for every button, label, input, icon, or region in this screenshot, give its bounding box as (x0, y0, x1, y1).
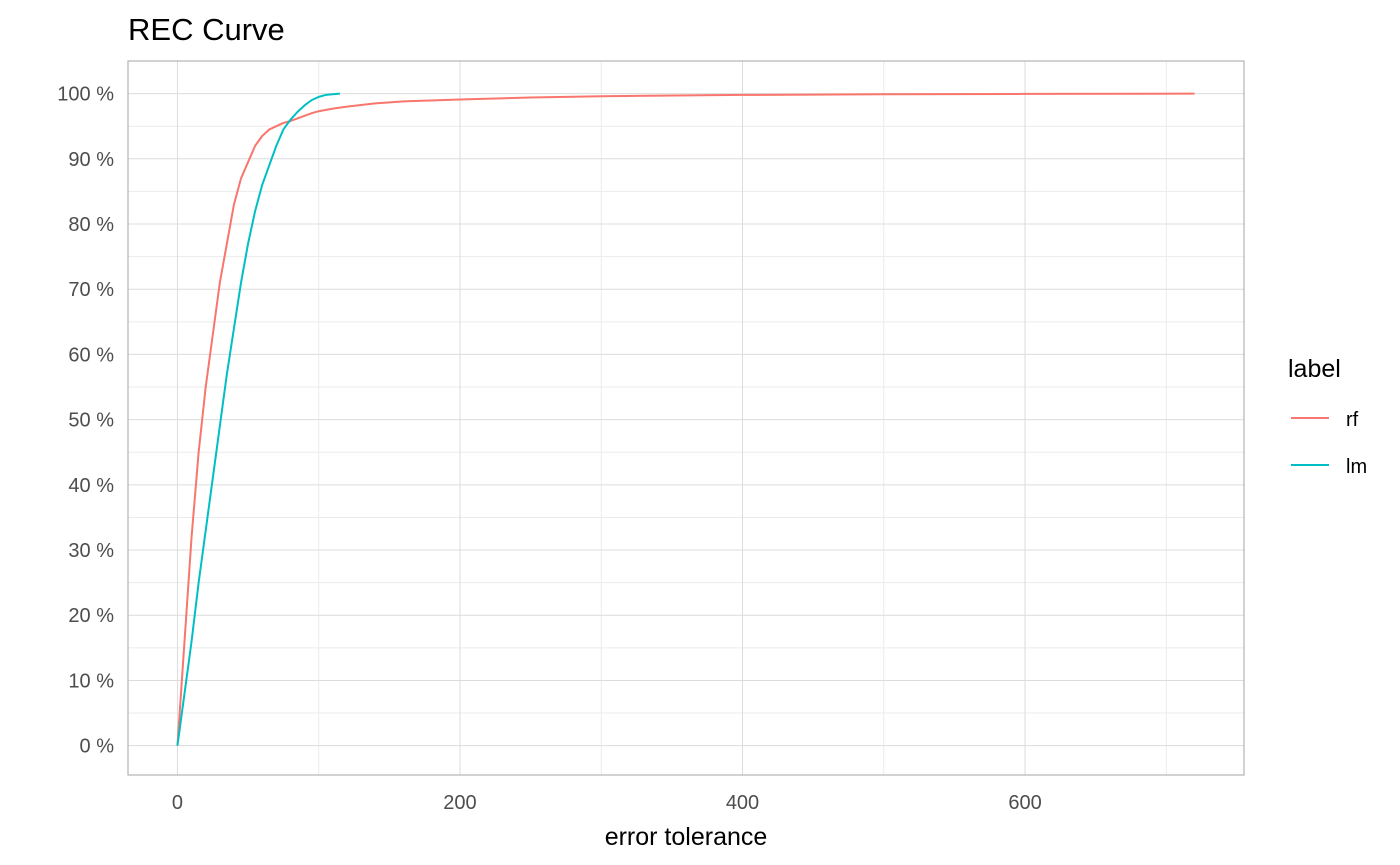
y-tick-label: 30 % (68, 540, 114, 562)
series-line-lm (176, 92, 340, 746)
y-tick-label: 40 % (68, 475, 114, 497)
y-tick-label: 90 % (68, 149, 114, 171)
y-tick-label: 50 % (68, 410, 114, 432)
y-tick-label: 0 % (80, 736, 115, 758)
legend-label-rf: rf (1346, 409, 1359, 431)
panel-border (127, 60, 1245, 776)
x-tick-label: 200 (443, 792, 476, 814)
y-tick-label: 80 % (68, 214, 114, 236)
chart-title: REC Curve (128, 12, 285, 47)
x-axis-tick-labels: 0 200 400 600 (172, 792, 1042, 814)
legend-items: rf lm (1291, 409, 1367, 478)
y-tick-label: 20 % (68, 605, 114, 627)
series-lines (176, 92, 1195, 746)
x-tick-label: 0 (172, 792, 183, 814)
minor-gridlines (128, 61, 1244, 775)
legend: label rf lm (1288, 355, 1367, 478)
y-tick-label: 100 % (57, 84, 114, 106)
y-tick-label: 60 % (68, 344, 114, 366)
x-tick-label: 400 (726, 792, 759, 814)
legend-label-lm: lm (1346, 456, 1367, 478)
x-axis-title: error tolerance (605, 823, 768, 851)
y-axis-tick-labels: 0 % 10 % 20 % 30 % 40 % 50 % 60 % 70 % 80 % 90 % 1… (57, 84, 114, 758)
legend-title: label (1288, 355, 1341, 383)
x-tick-label: 600 (1008, 792, 1041, 814)
major-gridlines (128, 61, 1244, 775)
y-tick-label: 10 % (68, 670, 114, 692)
y-tick-label: 70 % (68, 279, 114, 301)
